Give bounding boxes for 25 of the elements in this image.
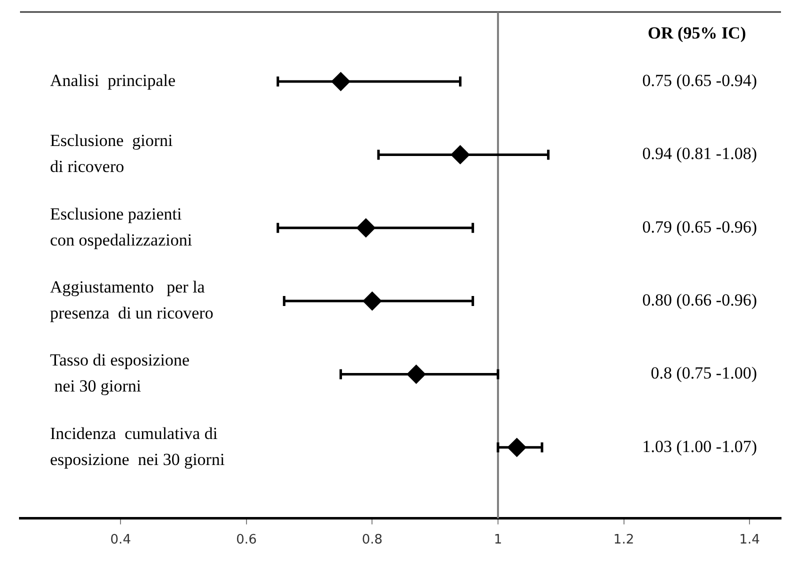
point: [406, 364, 426, 384]
point: [450, 145, 470, 164]
annotation: 0.8 (0.75 -1.00): [650, 364, 757, 383]
x-tick-label: 0.8: [362, 532, 383, 548]
annotation: 0.75 (0.65 -0.94): [642, 70, 757, 90]
annotation: OR (95% IC): [648, 23, 746, 42]
x-tick-label: 1.2: [613, 532, 634, 548]
y-tick-label: Esclusione giorni di ricovero: [50, 131, 174, 176]
y-tick-label: Incidenza cumulativa di esposizione nei 30 giorni: [50, 424, 225, 469]
y-tick-label: Aggiustamento per la presenza di un ricovero: [50, 278, 214, 323]
annotation: 1.03 (1.00 -1.07): [642, 436, 757, 456]
annotation: 0.80 (0.66 -0.96): [642, 290, 757, 310]
y-tick-label: Tasso di esposizione nei 30 giorni: [50, 350, 190, 396]
y-tick-label: Analisi principale: [50, 70, 176, 90]
x-tick-label: 1.4: [739, 532, 760, 548]
x-tick-label: 1: [494, 532, 502, 548]
annotation: 0.79 (0.65 -0.96): [642, 217, 757, 236]
point: [331, 72, 350, 92]
annotation: 0.94 (0.81 -1.08): [642, 144, 757, 164]
y-tick-label: Esclusione pazienti con ospedalizzazioni: [50, 204, 192, 250]
x-tick-label: 0.4: [110, 532, 131, 548]
x-tick-label: 0.6: [236, 532, 257, 548]
point: [362, 292, 382, 311]
point: [507, 438, 526, 457]
point: [356, 218, 376, 238]
